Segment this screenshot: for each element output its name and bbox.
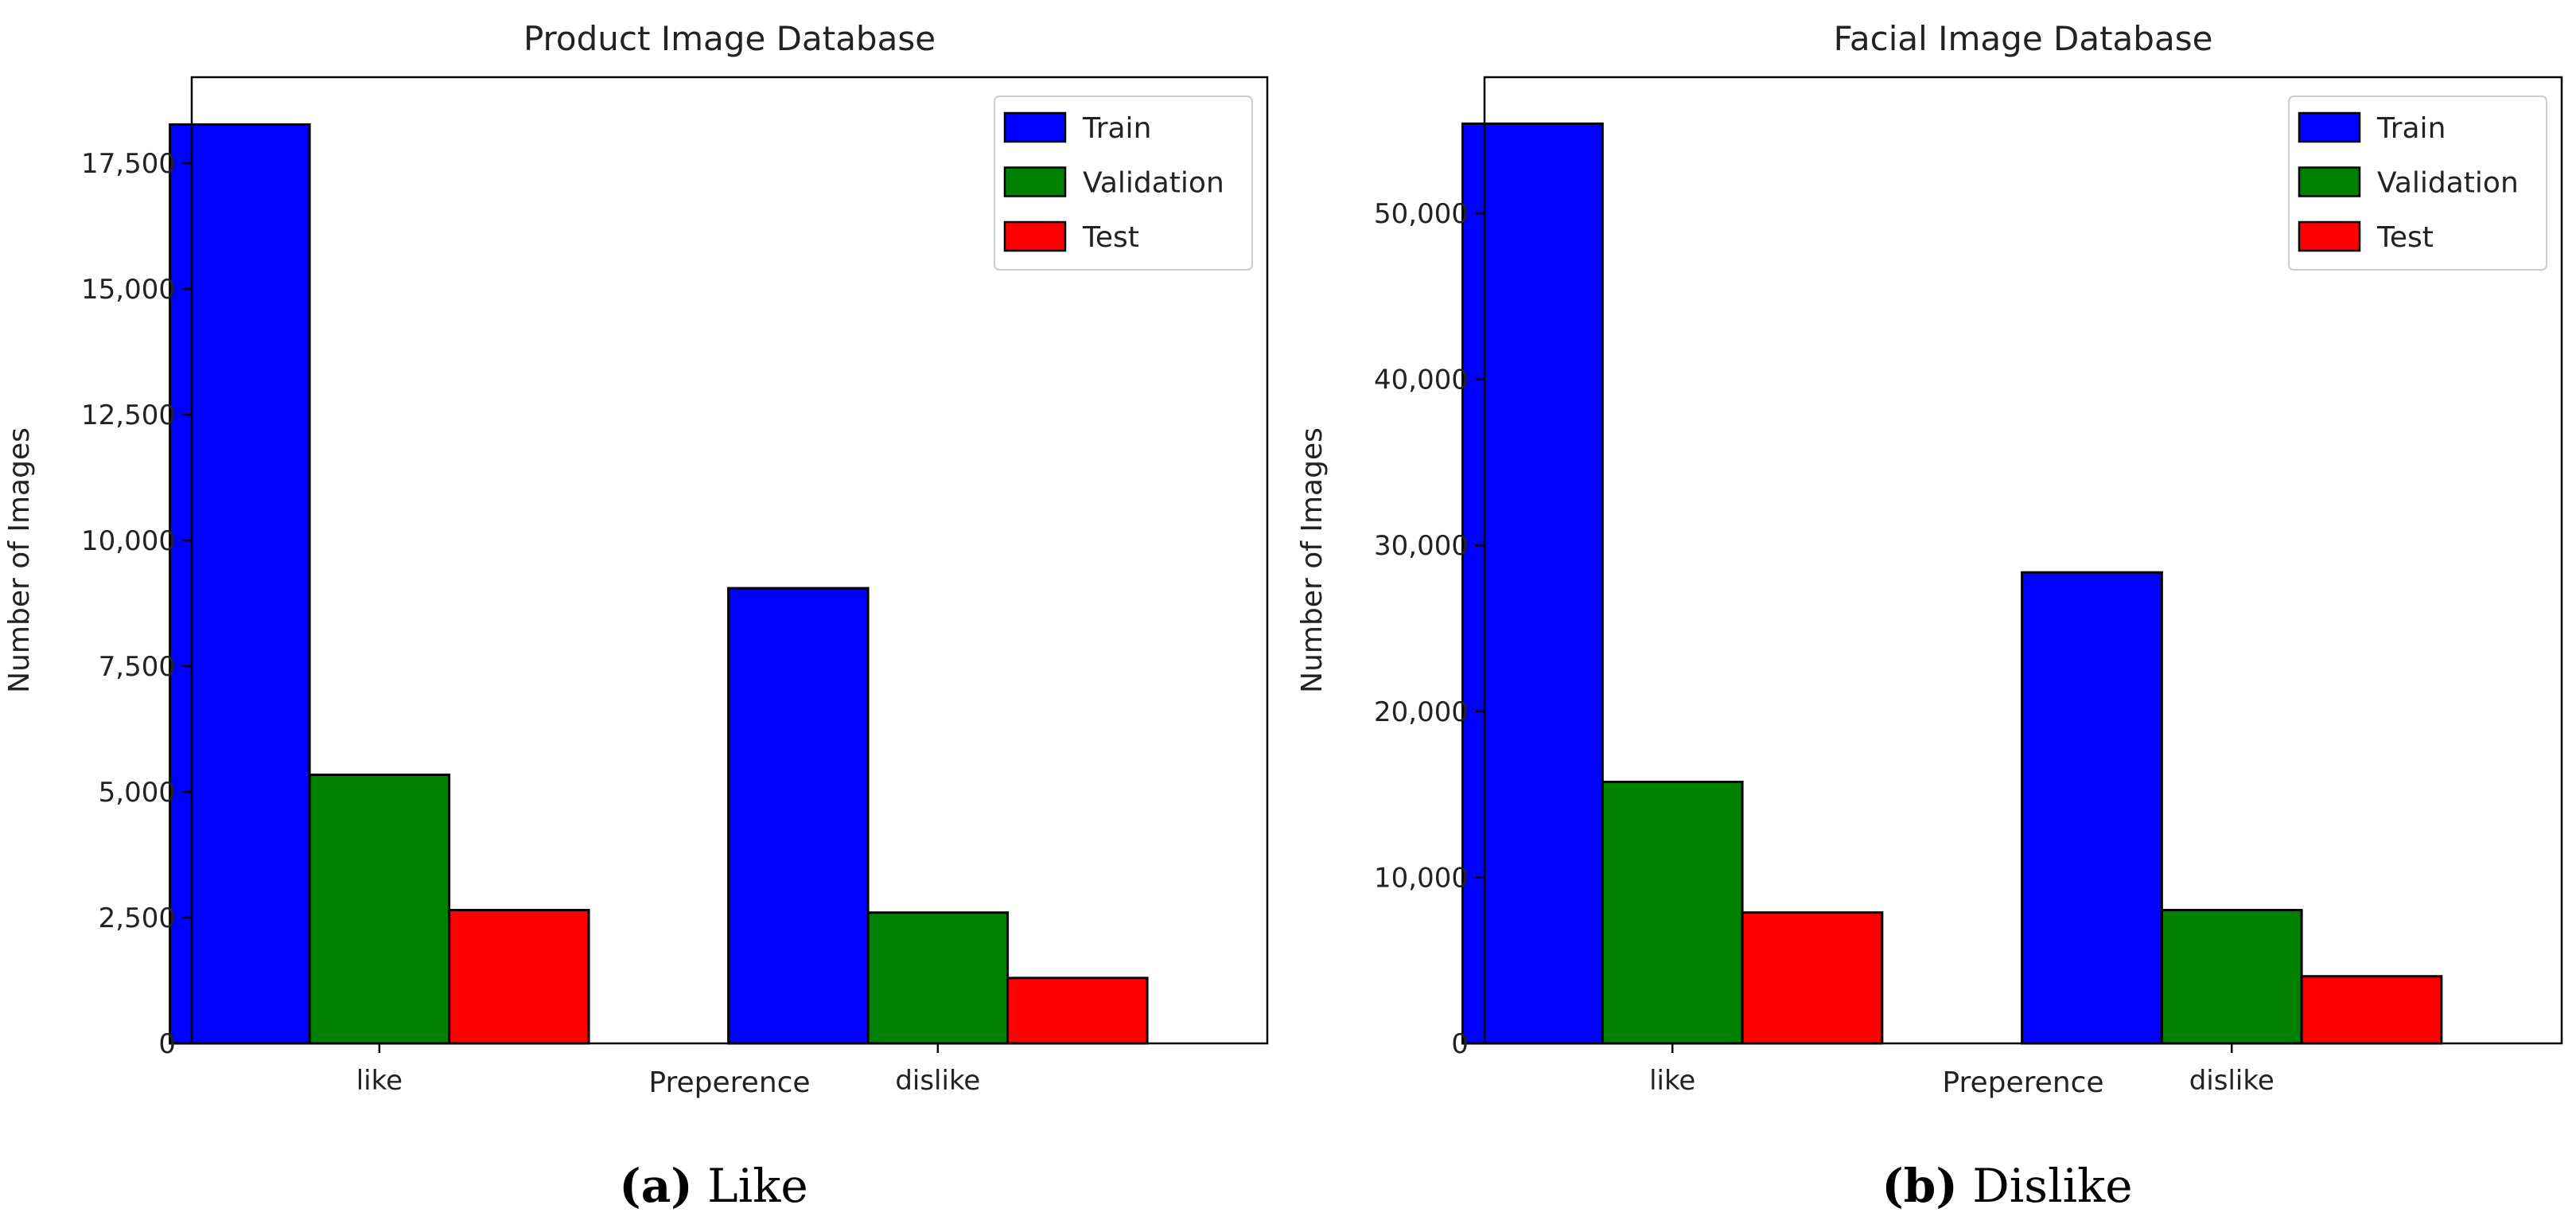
legend-label-test: Test	[1082, 221, 1139, 254]
y-tick-label: 7,500	[99, 651, 176, 683]
legend: Train Validation Test	[994, 96, 1253, 271]
legend-label-test: Test	[2376, 221, 2434, 254]
chart-panel-1: 0 2,500 5,000 7,500 10,000 12,500 15,000 17,500…	[3, 19, 1269, 1213]
legend-label-train: Train	[2376, 112, 2446, 145]
y-tick-label: 40,000	[1374, 365, 1469, 396]
legend-label-validation: Validation	[2377, 167, 2519, 200]
y-tick-label: 10,000	[81, 525, 176, 557]
bar-test-dislike	[2300, 975, 2443, 1045]
subfigure-caption: (a) Like	[619, 1159, 807, 1213]
caption-text: Dislike	[1958, 1159, 2133, 1213]
axes-frame	[1483, 76, 2563, 1045]
bar-validation-like	[308, 774, 451, 1045]
chart-title: Product Image Database	[523, 19, 936, 58]
legend-label-train: Train	[1082, 112, 1151, 145]
caption-text: Like	[693, 1159, 808, 1213]
bar-validation-like	[1601, 780, 1744, 1045]
legend-swatch-test	[1003, 220, 1067, 252]
y-tick-label: 30,000	[1374, 530, 1469, 562]
bar-validation-dislike	[866, 911, 1010, 1045]
y-tick-label: 2,500	[99, 903, 176, 934]
y-tick-label: 15,000	[81, 274, 176, 306]
legend-swatch-test	[2298, 220, 2361, 252]
bar-validation-dislike	[2160, 909, 2303, 1045]
bar-test-like	[1741, 911, 1884, 1045]
subfigure-caption: (b) Dislike	[1881, 1159, 2132, 1213]
legend-swatch-train	[1003, 111, 1067, 143]
y-tick-label: 17,500	[81, 148, 176, 180]
legend-swatch-train	[2298, 111, 2361, 143]
chart-panel-2: 0 10,000 20,000 30,000 40,000 50,000 like disli…	[1296, 19, 2563, 1213]
axes-frame	[190, 76, 1269, 1045]
x-tick-label: like	[1649, 1065, 1695, 1097]
legend-label-validation: Validation	[1083, 167, 1224, 200]
x-axis-label: Preperence	[648, 1066, 810, 1099]
bar-train-dislike	[2021, 571, 2163, 1045]
y-axis-label: Number of Images	[3, 427, 36, 693]
y-tick-label: 50,000	[1374, 198, 1469, 230]
legend-swatch-validation	[2298, 166, 2361, 197]
bar-train-dislike	[727, 587, 870, 1045]
x-tick-label: like	[356, 1065, 403, 1097]
y-tick-label: 0	[158, 1028, 176, 1060]
y-tick-label: 0	[1451, 1028, 1469, 1060]
legend-swatch-validation	[1003, 166, 1067, 197]
x-tick-label: dislike	[2189, 1065, 2274, 1097]
x-axis-label: Preperence	[1942, 1066, 2103, 1099]
y-tick-label: 5,000	[99, 777, 176, 809]
y-tick-label: 12,500	[81, 400, 176, 431]
x-tick-label: dislike	[895, 1065, 980, 1097]
bar-train-like	[169, 123, 311, 1045]
bar-test-like	[448, 909, 590, 1045]
y-axis-label: Number of Images	[1296, 427, 1329, 693]
caption-label: (a)	[619, 1159, 692, 1213]
chart-title: Facial Image Database	[1834, 19, 2213, 58]
y-tick-label: 10,000	[1374, 862, 1469, 894]
bar-test-dislike	[1006, 977, 1149, 1045]
caption-label: (b)	[1881, 1159, 1957, 1213]
legend: Train Validation Test	[2288, 96, 2547, 271]
y-tick-label: 20,000	[1374, 696, 1469, 728]
